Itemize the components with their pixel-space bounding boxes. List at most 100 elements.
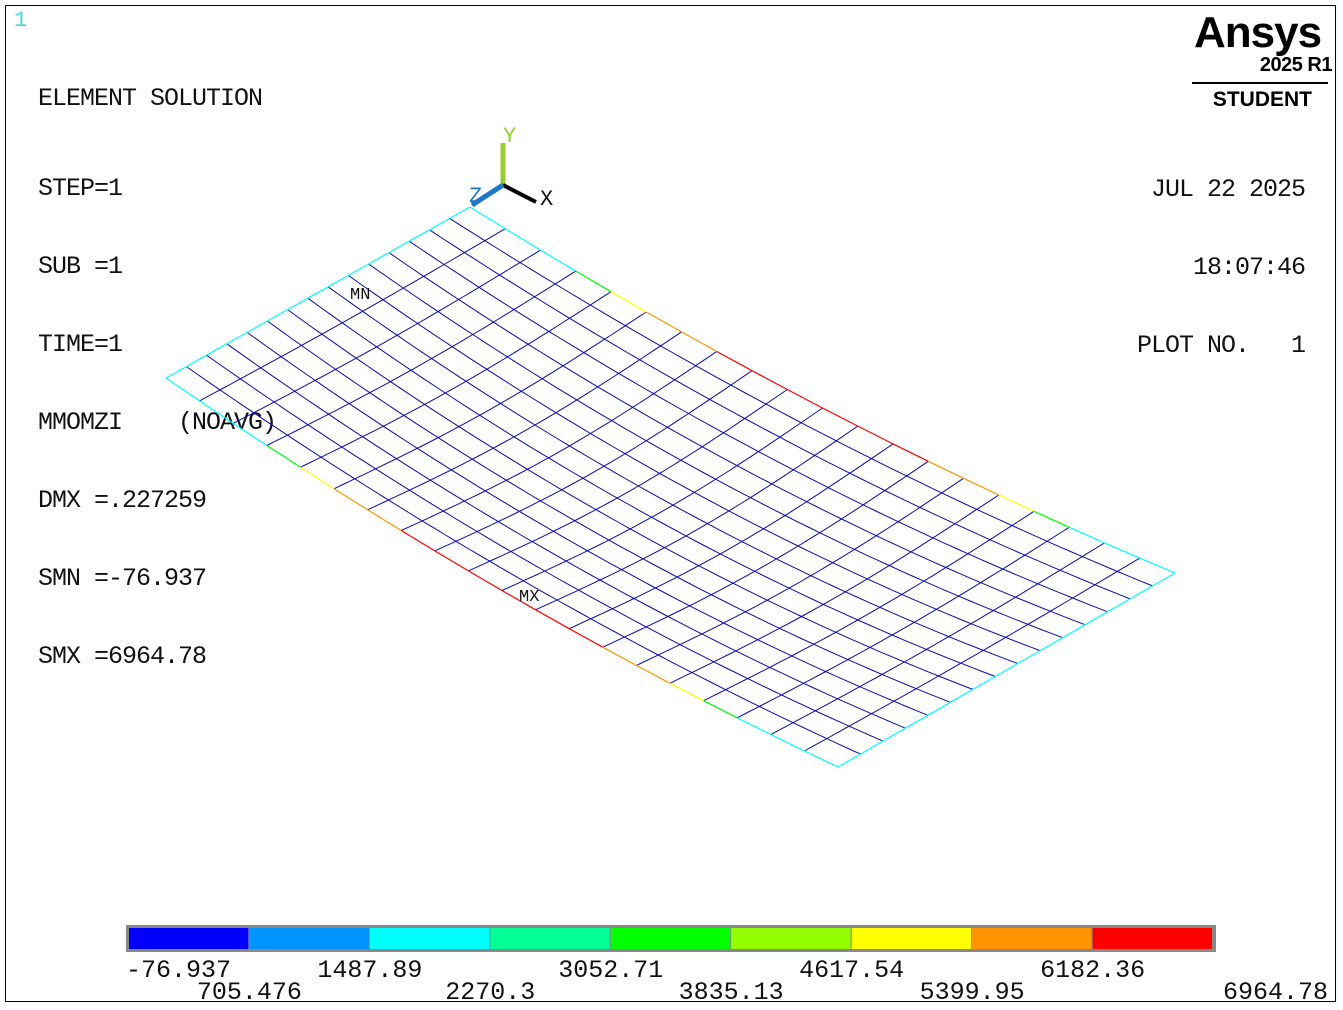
triad-x-axis <box>502 183 537 204</box>
mesh-edge-back <box>928 460 964 479</box>
mesh-edge-front <box>770 734 805 752</box>
legend-label: -76.937 <box>126 956 231 985</box>
mesh-line-long <box>199 228 506 402</box>
legend-swatch <box>369 928 490 949</box>
mesh-line-short <box>449 217 1153 587</box>
mesh-edge-front <box>434 550 469 572</box>
mesh-edge-left <box>388 240 410 254</box>
mesh-line-long <box>770 542 1105 736</box>
mesh-edge-back <box>1033 510 1070 528</box>
mesh-line-long <box>468 389 788 572</box>
mesh-edge-right <box>927 701 951 716</box>
mesh-edge-back <box>751 370 788 391</box>
mesh-edge-front <box>333 488 368 511</box>
legend-swatch <box>610 928 731 949</box>
mesh-edge-back <box>575 270 612 293</box>
triad-z-axis <box>470 182 505 208</box>
legend-label: 1487.89 <box>317 956 422 985</box>
mesh-edge-back <box>787 388 823 409</box>
mesh-line-long <box>300 291 612 468</box>
mesh-edge-left <box>307 286 329 299</box>
mesh-edge-back <box>892 443 929 462</box>
plot-number: PLOT NO. 1 <box>1136 331 1306 360</box>
legend-label: 705.476 <box>197 978 302 1007</box>
mesh-edge-front <box>804 750 839 768</box>
info-smx: SMX =6964.78 <box>38 642 207 671</box>
mesh-edge-back <box>469 206 506 230</box>
mesh-edge-back <box>610 291 647 313</box>
triad-x-label: X <box>540 187 553 212</box>
mesh-line-long <box>636 477 964 666</box>
mesh-line-short <box>368 263 1063 639</box>
legend-label: 4617.54 <box>799 956 904 985</box>
mesh-edge-back <box>504 228 541 251</box>
mesh-edge-left <box>327 274 349 288</box>
legend-swatch <box>1092 928 1212 949</box>
mesh-edge-front <box>703 700 738 719</box>
mesh-edge-front <box>736 717 772 736</box>
mesh-edge-front <box>266 444 301 468</box>
mesh-edge-back <box>646 311 682 333</box>
logo-edition: STUDENT <box>1212 88 1312 111</box>
mesh-edge-left <box>287 297 309 311</box>
mesh-edge-back <box>963 477 1000 496</box>
mesh-edge-front <box>468 570 503 592</box>
mesh-edge-front <box>165 377 200 402</box>
info-item: MMOMZI (NOAVG) <box>38 408 277 437</box>
legend-swatch <box>851 928 972 949</box>
mesh-line-long <box>501 407 823 591</box>
min-marker: MN <box>350 286 370 305</box>
legend-label: 2270.3 <box>445 978 535 1007</box>
mesh-line-long <box>804 557 1141 752</box>
mesh-edge-back <box>1139 557 1176 574</box>
mesh-edge-back <box>1104 542 1141 559</box>
mesh-edge-right <box>1152 572 1176 587</box>
mesh-edge-front <box>669 682 704 702</box>
plot-stamp: JUL 22 2025 18:07:46 PLOT NO. 1 <box>1136 125 1306 385</box>
mesh-line-short <box>348 274 1041 652</box>
axis-triad: Y X Z <box>469 124 553 212</box>
mesh-edge-back <box>857 425 894 445</box>
max-marker: MX <box>519 588 539 607</box>
mesh-line-long <box>535 425 859 611</box>
mesh-edge-left <box>226 331 248 345</box>
mesh-line-long <box>333 311 647 490</box>
triad-z-label: Z <box>469 184 482 209</box>
mesh-line-short <box>388 252 1086 626</box>
mesh-edge-right <box>905 714 929 729</box>
ansys-logo: Ansys 2025 R1 STUDENT <box>1180 8 1340 118</box>
mesh-edge-front <box>400 529 436 552</box>
legend-label: 6964.78 <box>1223 978 1328 1007</box>
logo-version: 2025 R1 <box>1259 54 1333 76</box>
mesh-line-short <box>186 366 861 755</box>
legend-swatch <box>249 928 369 949</box>
mesh-edge-left <box>267 309 288 322</box>
mesh-edge-back <box>1069 526 1105 544</box>
mesh-edge-left <box>429 217 450 231</box>
info-sub: SUB =1 <box>38 252 123 281</box>
legend-label: 5399.95 <box>920 978 1025 1007</box>
mesh-line-long <box>669 494 1000 684</box>
fe-mesh <box>165 206 1176 768</box>
mesh-edge-right <box>860 740 884 755</box>
mesh-edge-front <box>501 589 536 611</box>
mesh-line-short <box>206 354 884 742</box>
mesh-edge-left <box>165 366 187 379</box>
mesh-edge-back <box>540 249 577 272</box>
mesh-edge-left <box>368 252 390 265</box>
mesh-edge-back <box>681 331 718 353</box>
info-step: STEP=1 <box>38 174 123 203</box>
mesh-edge-left <box>206 343 228 356</box>
legend-swatch <box>731 928 851 949</box>
mesh-line-long <box>232 249 541 424</box>
mesh-edge-left <box>449 206 471 219</box>
mesh-edge-back <box>998 494 1035 512</box>
mesh-edge-back <box>822 407 859 427</box>
mesh-edge-front <box>300 466 335 490</box>
mesh-edge-right <box>837 753 861 768</box>
mesh-edge-right <box>882 727 906 742</box>
mesh-edge-right <box>1017 650 1041 665</box>
legend-swatch <box>972 928 1092 949</box>
